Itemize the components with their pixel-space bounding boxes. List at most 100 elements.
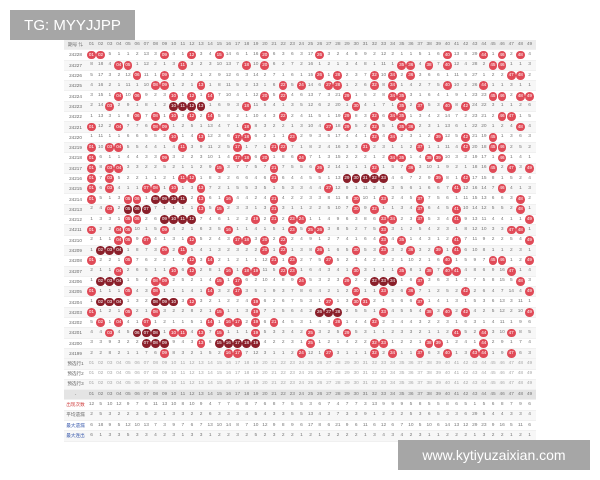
preselect-number[interactable]: 49 [526,381,533,387]
preselect-number[interactable]: 27 [326,381,332,387]
preselect-number[interactable]: 24 [298,381,305,387]
preselect-number[interactable]: 31 [362,381,368,387]
preselect-number[interactable]: 38 [426,360,432,366]
preselect-number[interactable]: 19 [253,360,259,366]
preselect-number[interactable]: 01 [88,381,95,387]
preselect-number[interactable]: 35 [399,360,405,366]
preselect-number[interactable]: 44 [481,371,487,377]
preselect-number[interactable]: 12 [189,360,195,366]
preselect-number[interactable]: 17 [234,360,241,366]
preselect-number[interactable]: 34 [390,381,396,387]
preselect-number[interactable]: 11 [180,371,186,377]
preselect-number[interactable]: 07 [143,371,149,377]
preselect-number[interactable]: 21 [271,360,277,366]
preselect-number[interactable]: 19 [253,381,259,387]
preselect-number[interactable]: 11 [180,381,186,387]
preselect-number[interactable]: 32 [371,371,378,377]
preselect-number[interactable]: 49 [526,360,533,366]
preselect-number[interactable]: 34 [390,371,396,377]
preselect-number[interactable]: 11 [180,360,186,366]
preselect-number[interactable]: 03 [107,360,113,366]
preselect-number[interactable]: 07 [143,360,149,366]
preselect-number[interactable]: 37 [417,360,423,366]
preselect-number[interactable]: 34 [390,360,396,366]
preselect-number[interactable]: 42 [463,360,469,366]
preselect-number[interactable]: 28 [335,371,341,377]
preselect-number[interactable]: 37 [417,371,423,377]
preselect-number[interactable]: 24 [298,360,305,366]
preselect-number[interactable]: 04 [116,371,122,377]
preselect-number[interactable]: 47 [508,371,514,377]
preselect-number[interactable]: 33 [380,371,387,377]
preselect-number[interactable]: 12 [189,371,195,377]
preselect-number[interactable]: 29 [344,360,350,366]
preselect-number[interactable]: 05 [125,371,131,377]
preselect-number[interactable]: 25 [307,381,314,387]
preselect-number[interactable]: 21 [271,381,277,387]
preselect-number[interactable]: 13 [198,360,204,366]
preselect-number[interactable]: 13 [198,371,204,377]
preselect-number[interactable]: 26 [317,360,323,366]
preselect-number[interactable]: 05 [125,360,131,366]
preselect-number[interactable]: 32 [371,381,378,387]
preselect-number[interactable]: 46 [499,371,505,377]
preselect-number[interactable]: 41 [453,371,460,377]
preselect-number[interactable]: 27 [326,371,332,377]
preselect-number[interactable]: 25 [307,371,314,377]
preselect-number[interactable]: 16 [225,360,232,366]
preselect-number[interactable]: 39 [435,371,441,377]
preselect-number[interactable]: 23 [289,371,295,377]
preselect-number[interactable]: 37 [417,381,423,387]
preselect-number[interactable]: 47 [508,381,514,387]
preselect-number[interactable]: 33 [380,381,387,387]
preselect-number[interactable]: 21 [271,371,277,377]
preselect-number[interactable]: 31 [362,371,368,377]
preselect-number[interactable]: 31 [362,360,368,366]
preselect-number[interactable]: 47 [508,360,514,366]
preselect-number[interactable]: 09 [161,371,168,377]
preselect-number[interactable]: 46 [499,360,505,366]
preselect-number[interactable]: 43 [472,381,478,387]
preselect-number[interactable]: 01 [88,360,95,366]
preselect-number[interactable]: 05 [125,381,131,387]
preselect-number[interactable]: 02 [98,360,104,366]
preselect-number[interactable]: 40 [444,381,451,387]
preselect-number[interactable]: 15 [216,360,222,366]
preselect-number[interactable]: 48 [517,371,524,377]
preselect-number[interactable]: 26 [317,371,323,377]
preselect-number[interactable]: 14 [207,381,213,387]
preselect-number[interactable]: 04 [116,381,122,387]
preselect-number[interactable]: 17 [234,381,241,387]
preselect-number[interactable]: 17 [234,371,241,377]
preselect-number[interactable]: 14 [207,360,213,366]
preselect-number[interactable]: 10 [171,381,177,387]
preselect-number[interactable]: 23 [289,360,295,366]
preselect-number[interactable]: 38 [426,381,432,387]
preselect-number[interactable]: 15 [216,371,222,377]
preselect-number[interactable]: 30 [353,381,359,387]
preselect-number[interactable]: 44 [481,360,487,366]
preselect-number[interactable]: 22 [280,381,286,387]
preselect-number[interactable]: 43 [472,360,478,366]
preselect-number[interactable]: 48 [517,381,524,387]
preselect-number[interactable]: 41 [453,360,460,366]
preselect-number[interactable]: 29 [344,371,350,377]
preselect-number[interactable]: 03 [107,381,113,387]
preselect-number[interactable]: 46 [499,381,505,387]
preselect-number[interactable]: 02 [98,381,104,387]
preselect-number[interactable]: 23 [289,381,295,387]
preselect-number[interactable]: 41 [453,381,460,387]
preselect-number[interactable]: 14 [207,371,213,377]
preselect-number[interactable]: 08 [152,360,159,366]
preselect-number[interactable]: 19 [253,371,259,377]
preselect-number[interactable]: 27 [326,360,332,366]
preselect-number[interactable]: 22 [280,371,286,377]
preselect-number[interactable]: 40 [444,371,451,377]
preselect-number[interactable]: 48 [517,360,524,366]
preselect-number[interactable]: 28 [335,381,341,387]
preselect-number[interactable]: 43 [472,371,478,377]
preselect-number[interactable]: 45 [490,371,496,377]
preselect-number[interactable]: 26 [317,381,323,387]
preselect-number[interactable]: 01 [88,371,95,377]
preselect-number[interactable]: 30 [353,360,359,366]
